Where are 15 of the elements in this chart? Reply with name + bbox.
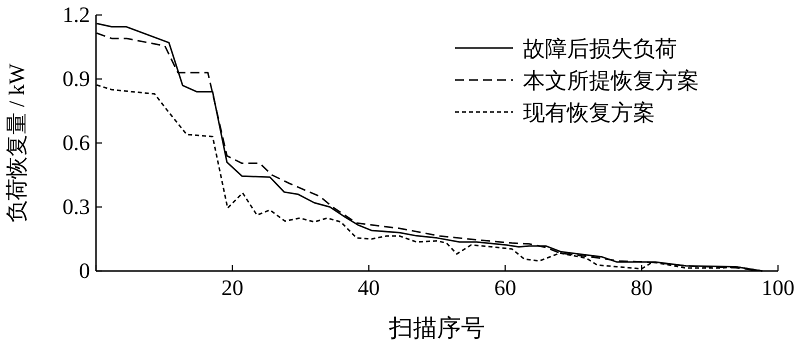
y-tick-label: 0: [79, 258, 90, 283]
legend-label: 本文所提恢复方案: [523, 68, 699, 93]
y-tick-label: 0.9: [62, 66, 90, 91]
legend-label: 现有恢复方案: [523, 100, 655, 125]
x-tick-label: 20: [221, 275, 244, 300]
x-tick-label: 100: [762, 275, 794, 300]
x-tick-label: 40: [358, 275, 380, 300]
x-tick-label: 60: [494, 275, 516, 300]
legend-label: 故障后损失负荷: [523, 36, 677, 61]
y-tick-label: 1.2: [62, 2, 90, 27]
y-tick-label: 0.6: [62, 130, 90, 155]
x-tick-label: 80: [630, 275, 653, 300]
y-tick-label: 0.3: [62, 194, 90, 219]
y-axis-title: 负荷恢复量 / kW: [4, 63, 29, 222]
x-axis-title: 扫描序号: [388, 315, 485, 342]
